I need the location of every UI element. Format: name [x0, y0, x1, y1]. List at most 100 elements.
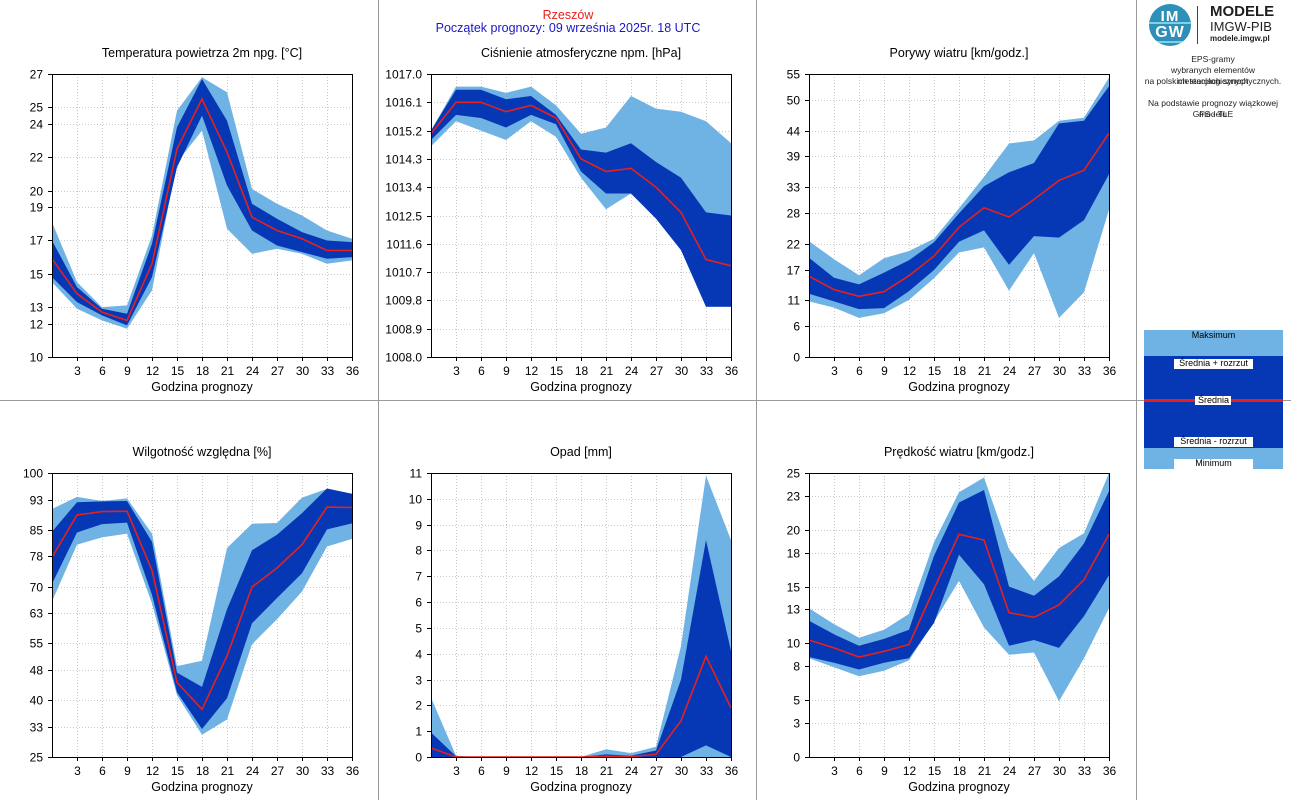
x-tick-label: 30	[296, 364, 310, 378]
x-tick-label: 30	[675, 764, 689, 778]
logo-org: IMGW-PIB	[1210, 19, 1272, 34]
y-tick-label: 50	[787, 94, 801, 108]
x-tick-label: 15	[928, 764, 942, 778]
x-tick-label: 21	[221, 764, 235, 778]
x-tick-label: 15	[171, 764, 185, 778]
x-tick-label: 24	[246, 364, 260, 378]
x-tick-label: 27	[1028, 364, 1042, 378]
y-tick-label: 33	[30, 721, 44, 735]
x-tick-label: 24	[625, 364, 639, 378]
series-mean-line	[808, 132, 1110, 298]
x-tick-label: 12	[903, 364, 917, 378]
y-tick-label: 8	[415, 544, 422, 558]
x-tick-label: 36	[346, 764, 360, 778]
y-tick-label: 0	[793, 351, 800, 365]
y-tick-label: 10	[30, 351, 44, 365]
x-tick-label: 24	[1003, 764, 1017, 778]
y-tick-label: 1014.3	[385, 153, 422, 167]
x-tick-label: 27	[271, 364, 285, 378]
x-tick-label: 6	[856, 364, 863, 378]
desc-line3: na polskich stacjach synoptycznych.	[1144, 76, 1282, 86]
forecast-start: Początek prognozy: 09 września 2025r. 18…	[435, 21, 701, 35]
x-tick-label: 33	[1078, 364, 1092, 378]
y-tick-label: 44	[787, 125, 801, 139]
x-tick-label: 6	[856, 764, 863, 778]
y-tick-label: 1013.4	[385, 181, 422, 195]
legend-min-label: Minimum	[1195, 458, 1232, 468]
x-tick-label: 21	[600, 764, 614, 778]
x-tick-label: 18	[575, 364, 589, 378]
x-tick-label: 6	[99, 364, 106, 378]
band-spread	[809, 490, 1109, 670]
legend-mean-label: Średnia	[1197, 395, 1230, 405]
legend-max-label: Maksimum	[1191, 330, 1236, 340]
x-tick-label: 15	[550, 764, 564, 778]
x-tick-label: 27	[1028, 764, 1042, 778]
x-tick-label: 18	[953, 364, 967, 378]
y-tick-label: 63	[30, 607, 44, 621]
y-tick-label: 22	[30, 151, 44, 165]
x-tick-label: 33	[700, 364, 714, 378]
x-tick-label: 12	[903, 764, 917, 778]
legend-plus-label: Średnia + rozrzut	[1179, 358, 1248, 368]
x-tick-label: 24	[625, 764, 639, 778]
x-tick-label: 30	[1053, 364, 1067, 378]
y-tick-label: 28	[787, 207, 801, 221]
x-axis-label: Godzina prognozy	[530, 380, 632, 394]
chart-title: Wilgotność względna [%]	[133, 445, 272, 459]
y-tick-label: 39	[787, 150, 801, 164]
logo-url[interactable]: modele.imgw.pl	[1210, 34, 1270, 43]
y-tick-label: 5	[415, 622, 422, 636]
chart-title: Prędkość wiatru [km/godz.]	[884, 445, 1034, 459]
x-tick-label: 33	[321, 764, 335, 778]
series-mean-line	[51, 506, 353, 711]
band-min-max	[431, 86, 731, 307]
band-spread	[431, 540, 731, 757]
y-tick-label: 48	[30, 664, 44, 678]
logo-text-line1: IM	[1160, 8, 1180, 25]
y-tick-label: 22	[787, 238, 801, 252]
y-tick-label: 55	[30, 637, 44, 651]
y-tick-label: 7	[415, 570, 422, 584]
x-tick-label: 6	[478, 764, 485, 778]
desc-line5: GFS - TLE	[1192, 109, 1234, 119]
y-tick-label: 93	[30, 494, 44, 508]
y-tick-label: 11	[410, 467, 423, 481]
x-tick-label: 30	[1053, 764, 1067, 778]
y-tick-label: 1012.5	[385, 210, 422, 224]
x-tick-label: 33	[1078, 764, 1092, 778]
x-axis-label: Godzina prognozy	[908, 780, 1010, 794]
y-tick-label: 25	[30, 751, 44, 765]
y-tick-label: 2	[415, 699, 422, 713]
x-tick-label: 12	[146, 364, 160, 378]
y-tick-label: 1015.2	[385, 125, 422, 139]
x-tick-label: 21	[600, 364, 614, 378]
y-tick-label: 17	[787, 264, 801, 278]
chart-title: Temperatura powietrza 2m npg. [°C]	[102, 46, 302, 60]
logo-text-line2: GW	[1155, 24, 1185, 41]
x-tick-label: 24	[246, 764, 260, 778]
x-tick-label: 3	[453, 764, 460, 778]
band-spread	[52, 488, 352, 729]
y-tick-label: 8	[793, 660, 800, 674]
y-tick-label: 0	[415, 751, 422, 765]
x-tick-label: 3	[74, 764, 81, 778]
x-tick-label: 3	[74, 364, 81, 378]
x-tick-label: 18	[953, 764, 967, 778]
desc-line4: Na podstawie prognozy wiązkowej modelu	[1148, 98, 1278, 119]
chart-pressure: 1008.0 1008.9 1009.8 1010.7 1011.6 1012.5 1013…	[385, 46, 738, 394]
y-tick-label: 12	[30, 318, 44, 332]
x-tick-label: 6	[99, 764, 106, 778]
y-tick-label: 1	[415, 725, 422, 739]
y-tick-label: 1009.8	[385, 294, 422, 308]
series-mean-line	[808, 533, 1110, 658]
y-tick-label: 27	[30, 68, 44, 82]
x-tick-label: 12	[146, 764, 160, 778]
y-tick-label: 78	[30, 550, 44, 564]
y-tick-label: 19	[30, 201, 44, 215]
y-tick-label: 85	[30, 524, 44, 538]
y-tick-label: 0	[793, 751, 800, 765]
